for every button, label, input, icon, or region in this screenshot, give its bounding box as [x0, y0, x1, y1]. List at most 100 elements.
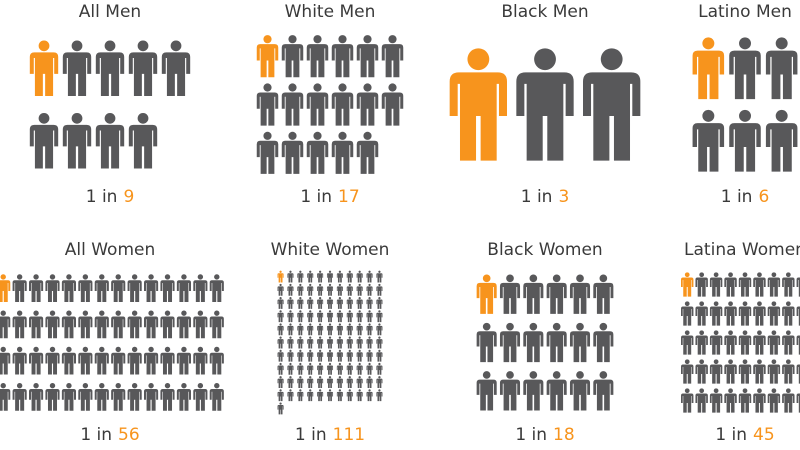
group-title: Black Men — [501, 2, 588, 22]
person — [546, 322, 567, 363]
person — [45, 346, 60, 375]
person — [709, 330, 723, 355]
ratio-label: 1 in 18 — [515, 425, 574, 445]
person — [281, 35, 304, 78]
person — [692, 109, 725, 172]
person — [376, 376, 383, 388]
person — [336, 310, 343, 323]
ratio-value: 18 — [553, 425, 575, 445]
person — [346, 323, 353, 336]
person — [307, 297, 314, 309]
ratio-value: 111 — [333, 425, 365, 445]
person — [297, 283, 304, 296]
person — [326, 389, 334, 402]
person — [176, 383, 191, 411]
person — [111, 346, 126, 375]
person — [127, 346, 142, 375]
person — [346, 349, 353, 362]
person — [796, 306, 800, 326]
person — [499, 274, 521, 314]
highlight-person — [0, 274, 11, 302]
person — [0, 383, 11, 411]
person — [193, 310, 208, 339]
person — [277, 349, 284, 362]
person — [29, 274, 44, 302]
person — [782, 272, 795, 297]
person — [144, 383, 159, 411]
person — [277, 310, 284, 323]
ratio-label: 1 in 6 — [721, 187, 770, 207]
person — [476, 371, 497, 411]
person — [78, 346, 93, 375]
person — [29, 383, 44, 411]
person — [94, 310, 109, 339]
icon-array — [256, 35, 404, 174]
person — [356, 362, 363, 375]
person — [346, 336, 353, 349]
ratio-label: 1 in 3 — [521, 187, 570, 207]
person — [356, 349, 363, 362]
person — [160, 310, 175, 339]
person — [765, 109, 798, 172]
person — [326, 270, 334, 283]
person — [209, 274, 224, 302]
group-title: White Women — [271, 240, 390, 260]
person — [356, 83, 379, 126]
person — [753, 272, 766, 297]
person — [277, 297, 284, 309]
person — [366, 297, 373, 309]
highlight-person — [692, 37, 725, 100]
person — [128, 40, 158, 97]
person — [356, 283, 363, 296]
person — [78, 383, 93, 411]
person — [593, 371, 614, 411]
person — [782, 388, 795, 413]
person — [499, 322, 521, 363]
ratio-prefix: 1 in — [86, 187, 118, 207]
person — [346, 283, 353, 296]
person — [144, 346, 159, 375]
person — [593, 322, 614, 363]
person — [499, 371, 521, 411]
person — [356, 389, 363, 402]
person — [336, 362, 343, 375]
person — [94, 274, 109, 302]
person — [516, 48, 574, 161]
ratio-value: 45 — [753, 425, 775, 445]
person — [366, 389, 373, 402]
person — [356, 310, 363, 323]
highlight-person — [449, 48, 507, 161]
person — [317, 283, 324, 296]
person — [569, 274, 591, 314]
person — [356, 297, 363, 309]
group-title: All Women — [65, 240, 156, 260]
person — [193, 274, 208, 302]
person — [287, 283, 294, 296]
person — [381, 83, 404, 126]
person — [366, 376, 373, 388]
person — [546, 274, 567, 314]
person — [695, 330, 708, 355]
icon-array — [692, 37, 798, 172]
person — [78, 310, 93, 339]
person — [287, 362, 294, 375]
person — [277, 283, 284, 296]
person — [356, 376, 363, 388]
group-title: White Men — [285, 2, 376, 22]
person — [111, 274, 126, 302]
person — [297, 376, 304, 388]
person — [281, 131, 304, 174]
person — [61, 310, 76, 339]
ratio-label: 1 in 45 — [715, 425, 774, 445]
person — [78, 274, 93, 302]
person — [729, 109, 761, 172]
highlight-person — [277, 270, 284, 283]
person — [317, 297, 324, 309]
person — [94, 346, 109, 375]
person — [796, 364, 800, 384]
person — [376, 349, 383, 362]
highlight-person — [476, 274, 497, 314]
person — [709, 301, 723, 326]
group-title: Black Women — [487, 240, 602, 260]
person — [583, 48, 641, 161]
